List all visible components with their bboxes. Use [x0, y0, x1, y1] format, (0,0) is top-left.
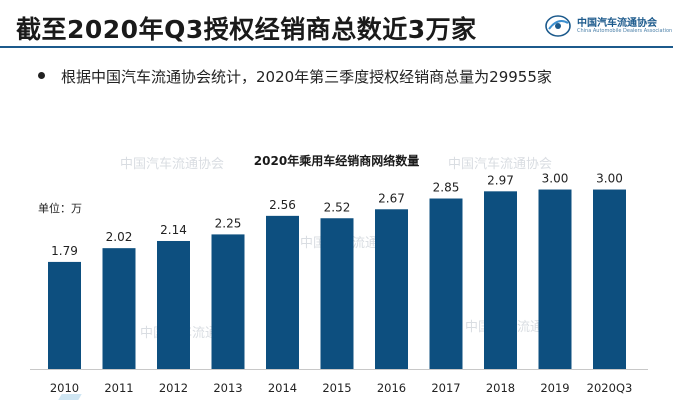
summary-bullet: 根据中国汽车流通协会统计，2020年第三季度授权经销商总量为29955家	[38, 66, 552, 87]
data-label-2015: 2.52	[324, 200, 351, 214]
logo-english-name: China Automobile Dealers Association	[577, 28, 673, 34]
bar-2016	[375, 209, 408, 369]
bar-2015	[320, 218, 354, 369]
x-tick-label-2013: 2013	[213, 381, 242, 395]
logo-name: 中国汽车流通协会	[577, 18, 657, 29]
data-label-2016: 2.67	[378, 191, 405, 205]
data-label-2018: 2.97	[487, 173, 514, 187]
bullet-icon	[38, 72, 45, 79]
watermark: 中国汽车流通协会	[120, 157, 225, 172]
x-tick-label-2010: 2010	[50, 381, 79, 395]
x-tick-label-2012: 2012	[159, 381, 188, 395]
x-tick-label-2014: 2014	[268, 381, 297, 395]
bar-2019	[538, 189, 572, 369]
summary-text: 根据中国汽车流通协会统计，2020年第三季度授权经销商总量为29955家	[61, 68, 552, 86]
bar-2020Q3	[593, 189, 626, 369]
bar-2017	[429, 198, 463, 369]
data-label-2014: 2.56	[269, 198, 296, 212]
data-label-2012: 2.14	[160, 223, 187, 237]
data-label-2019: 3.00	[542, 172, 569, 186]
bar-2011	[102, 248, 136, 369]
x-tick-label-2015: 2015	[322, 381, 351, 395]
logo-emblem-icon	[545, 15, 571, 37]
chart-title: 2020年乘用车经销商网络数量	[253, 154, 420, 168]
data-label-2013: 2.25	[215, 216, 242, 230]
bar-2010	[48, 261, 81, 369]
x-tick-label-2020Q3: 2020Q3	[587, 381, 633, 395]
data-label-2011: 2.02	[106, 230, 133, 244]
data-label-2010: 1.79	[51, 244, 78, 258]
y-unit-label: 单位：万	[38, 202, 82, 215]
data-label-2017: 2.85	[433, 181, 460, 195]
x-tick-label-2018: 2018	[486, 381, 515, 395]
association-logo: 中国汽车流通协会 China Automobile Dealers Associ…	[543, 12, 672, 40]
bar-2018	[484, 191, 517, 369]
bar-2013	[211, 234, 245, 369]
bar-2012	[157, 240, 190, 369]
title-divider	[0, 46, 673, 48]
page-title: 截至2020年Q3授权经销商总数近3万家	[16, 15, 477, 44]
x-tick-label-2019: 2019	[540, 381, 569, 395]
watermark: 中国汽车流通协会	[448, 157, 553, 172]
data-label-2020Q3: 3.00	[596, 172, 623, 186]
x-tick-label-2011: 2011	[104, 381, 133, 395]
bar-2014	[266, 215, 299, 369]
x-tick-label-2016: 2016	[377, 381, 406, 395]
corner-decoration	[58, 394, 82, 400]
x-tick-label-2017: 2017	[431, 381, 460, 395]
